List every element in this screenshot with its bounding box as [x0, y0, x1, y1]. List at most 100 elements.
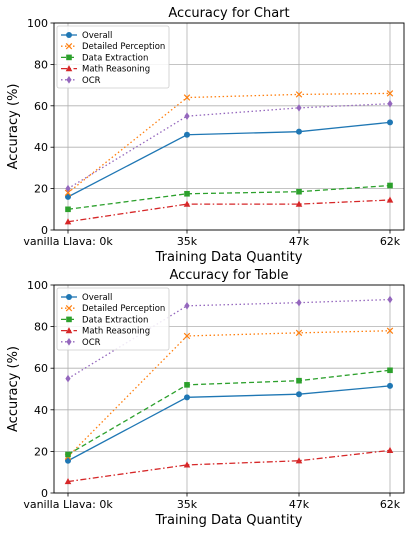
- x-tick-label: 62k: [380, 498, 401, 511]
- data-point: [64, 218, 72, 225]
- legend-label: Overall: [82, 31, 112, 41]
- legend-entry: Data Extraction: [61, 53, 148, 63]
- data-point: [183, 200, 191, 207]
- legend-label: OCR: [82, 338, 101, 348]
- series-math-reasoning: [64, 446, 394, 485]
- legend-label: Overall: [82, 293, 112, 303]
- data-point: [65, 451, 71, 458]
- x-tick-label: vanilla Llava: 0k: [23, 498, 113, 511]
- legend-marker: [65, 65, 73, 72]
- series-math-reasoning: [64, 196, 394, 225]
- series-line: [67, 449, 391, 483]
- data-point: [64, 189, 72, 196]
- data-point: [65, 457, 71, 464]
- legend-label: Detailed Perception: [82, 304, 165, 314]
- data-point: [296, 128, 302, 135]
- data-point: [295, 200, 303, 207]
- series-line: [67, 103, 391, 190]
- chart-title: Accuracy for Table: [169, 268, 288, 283]
- legend-marker: [66, 54, 72, 61]
- series-line: [67, 298, 391, 380]
- x-tick-label: 62k: [380, 235, 401, 248]
- data-point: [184, 302, 190, 310]
- data-point: [184, 382, 190, 388]
- legend-label: Math Reasoning: [82, 327, 150, 337]
- y-tick-label: 40: [34, 404, 48, 417]
- legend-marker: [66, 76, 72, 84]
- y-tick-label: 20: [34, 445, 48, 458]
- legend-label: Data Extraction: [82, 315, 148, 325]
- data-point: [387, 382, 393, 389]
- x-tick-label: 35k: [177, 235, 198, 248]
- legend-entry: Data Extraction: [61, 315, 148, 325]
- y-axis-label: Accuracy (%): [6, 84, 21, 170]
- series-overall: [65, 382, 393, 464]
- legend-marker: [66, 32, 72, 38]
- data-point: [296, 188, 302, 195]
- data-point: [386, 196, 394, 203]
- legend-label: Detailed Perception: [82, 42, 165, 52]
- legend-marker: [65, 42, 73, 50]
- y-tick-label: 20: [34, 183, 48, 196]
- data-point: [65, 206, 71, 213]
- y-tick-label: 80: [34, 321, 48, 334]
- data-point: [65, 184, 71, 193]
- legend-label: OCR: [82, 76, 101, 86]
- data-point: [296, 104, 302, 112]
- legend-box: [56, 25, 170, 89]
- data-point: [296, 298, 302, 307]
- series-ocr: [65, 99, 393, 193]
- y-tick-label: 100: [27, 279, 48, 292]
- y-tick-label: 40: [34, 141, 48, 154]
- legend-entry: Math Reasoning: [61, 65, 150, 75]
- series-data-extraction: [65, 367, 393, 458]
- data-point: [295, 329, 303, 337]
- x-tick-label: 47k: [289, 235, 310, 248]
- x-tick-label: 35k: [177, 498, 198, 511]
- series-line: [67, 92, 391, 194]
- data-point: [387, 367, 393, 374]
- data-point: [295, 457, 303, 464]
- series-overall: [65, 119, 393, 200]
- data-point: [386, 446, 394, 453]
- y-tick-label: 0: [41, 487, 48, 500]
- data-point: [295, 91, 303, 98]
- data-point: [184, 131, 190, 138]
- legend-entry: OCR: [61, 338, 101, 348]
- data-point: [387, 99, 393, 108]
- series-detailed-perception: [64, 90, 394, 196]
- legend-entry: OCR: [61, 76, 101, 86]
- series-line: [67, 385, 391, 462]
- data-point: [183, 332, 191, 340]
- data-point: [296, 391, 302, 398]
- legend-entry: Detailed Perception: [61, 304, 165, 314]
- data-point: [387, 295, 393, 304]
- series-line: [67, 199, 391, 223]
- x-tick-label: 47k: [289, 498, 310, 511]
- x-axis-label: Training Data Quantity: [155, 250, 303, 265]
- chart-title: Accuracy for Chart: [168, 6, 289, 21]
- legend-label: Data Extraction: [82, 53, 148, 63]
- legend-marker: [66, 316, 72, 323]
- plot-frame: [53, 22, 405, 231]
- data-point: [65, 193, 71, 200]
- data-point: [387, 182, 393, 189]
- data-point: [386, 327, 394, 334]
- legend-label: Math Reasoning: [82, 65, 150, 75]
- x-tick-label: vanilla Llava: 0k: [23, 235, 113, 248]
- series-line: [67, 369, 391, 456]
- legend-marker: [65, 304, 73, 312]
- series-line: [67, 330, 391, 458]
- legend-marker: [66, 294, 72, 300]
- data-point: [64, 478, 72, 485]
- y-tick-label: 0: [41, 224, 48, 237]
- legend-marker: [66, 338, 72, 346]
- legend-marker: [65, 327, 73, 334]
- legend-entry: Overall: [61, 293, 112, 303]
- data-point: [184, 394, 190, 401]
- series-data-extraction: [65, 182, 393, 213]
- series-ocr: [65, 295, 393, 383]
- y-tick-label: 100: [27, 17, 48, 30]
